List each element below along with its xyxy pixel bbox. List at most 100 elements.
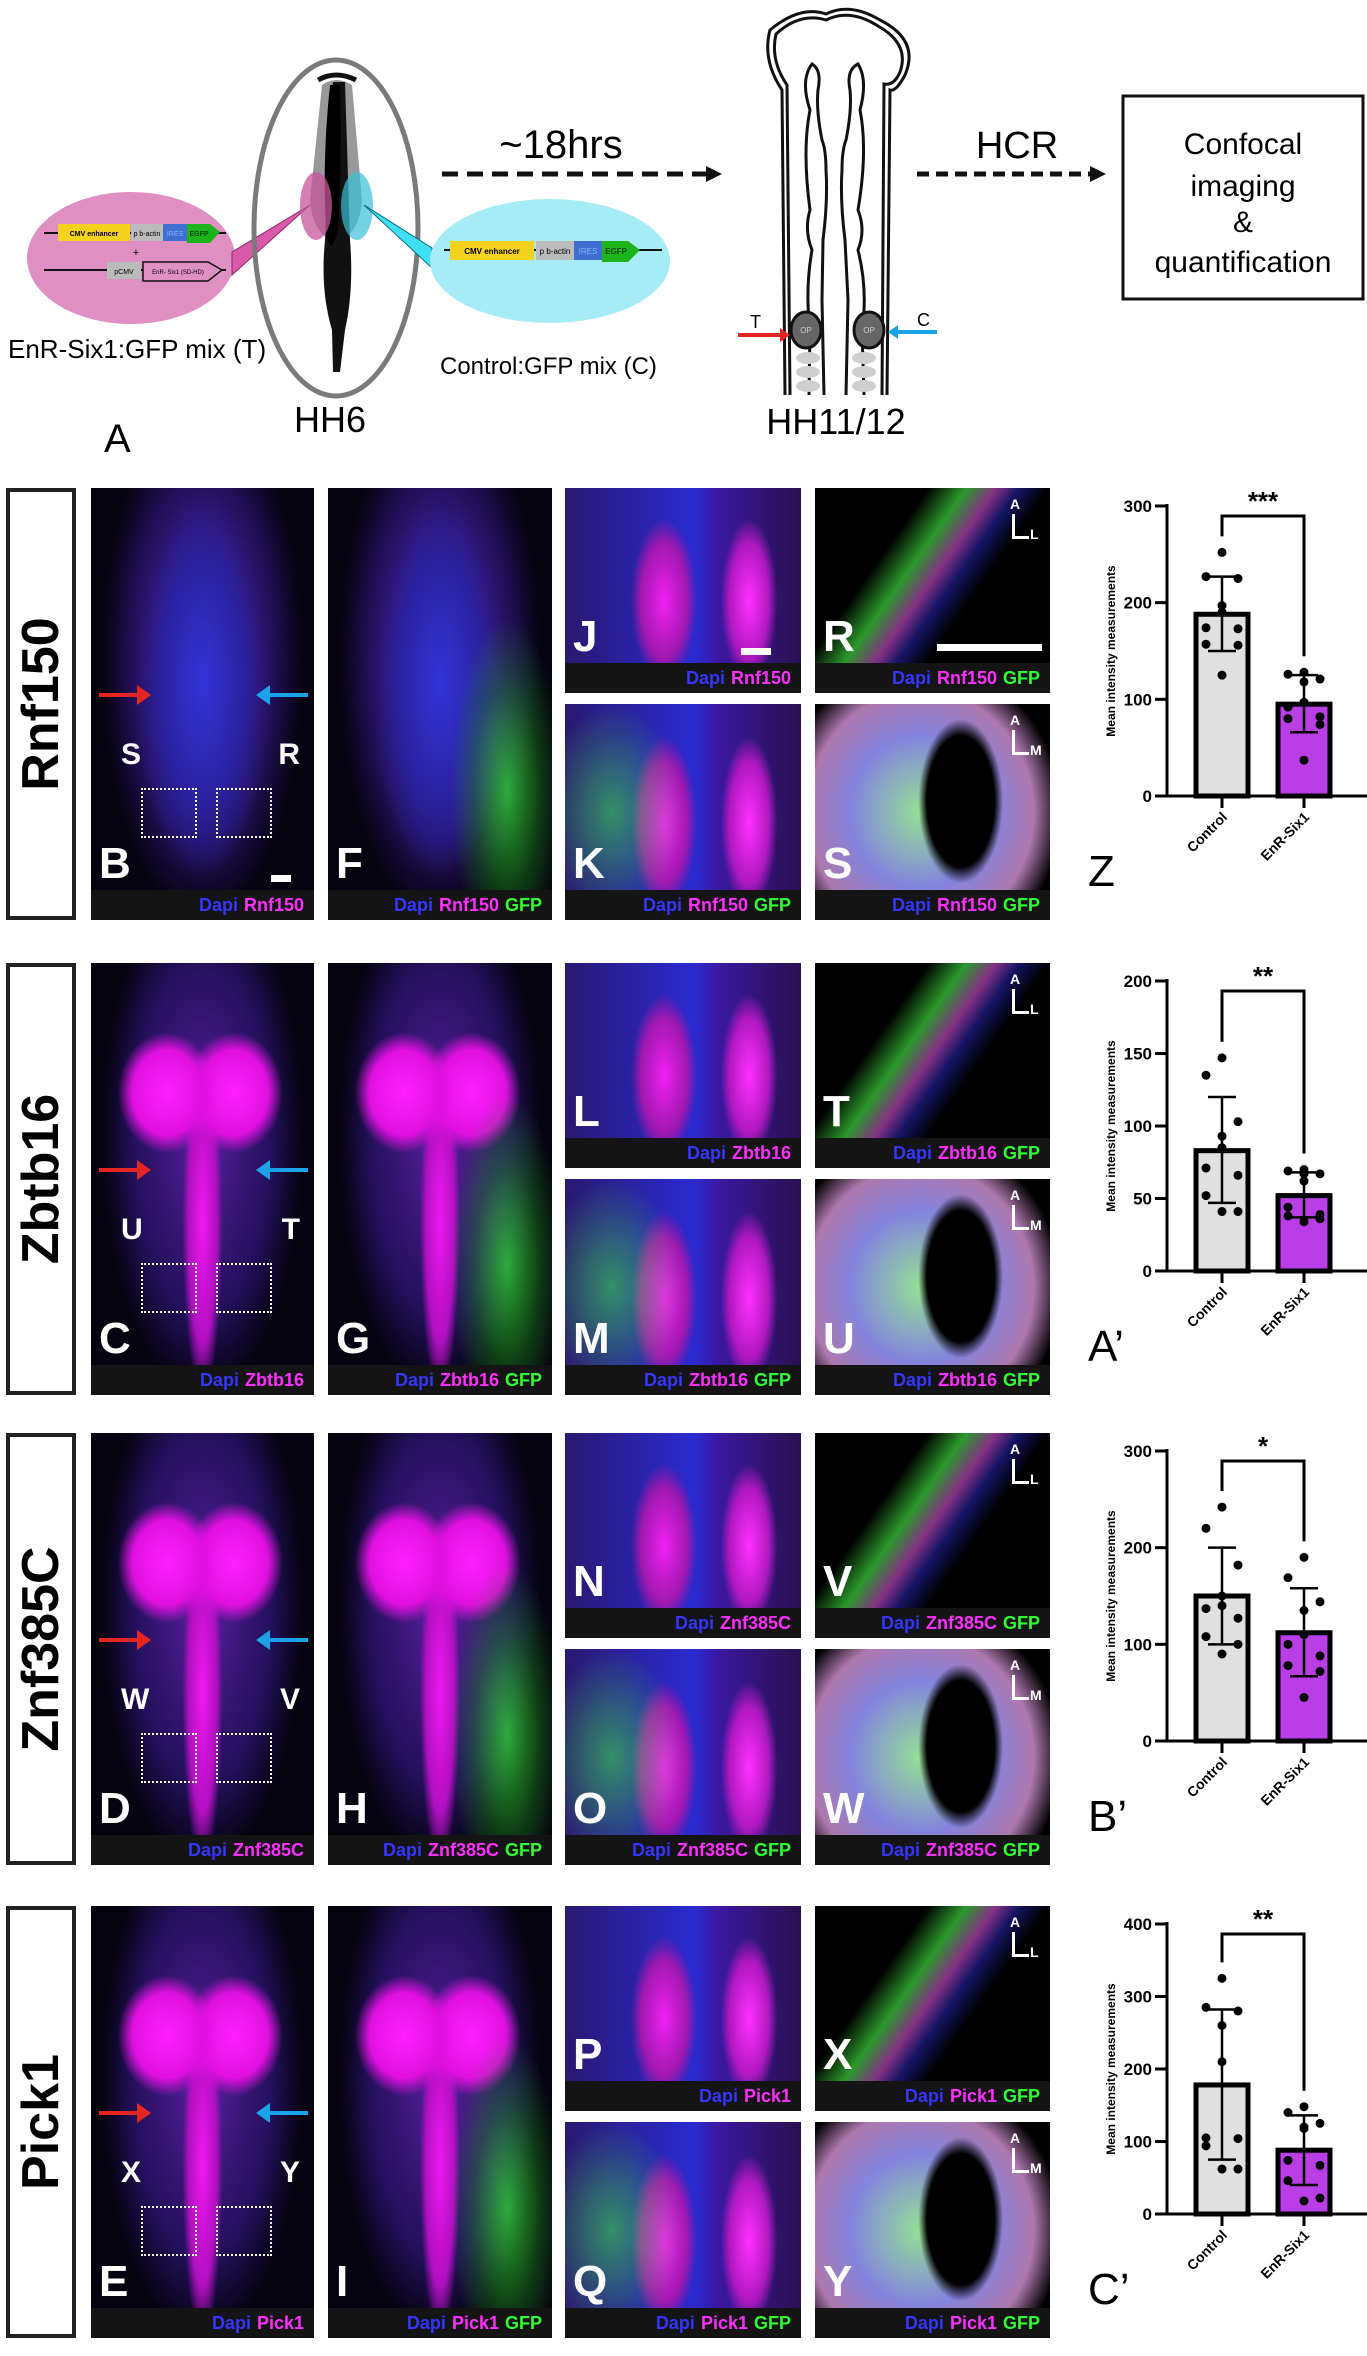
data-point <box>1201 572 1211 582</box>
significance-stars: ** <box>1253 961 1274 991</box>
inset-label-right: T <box>281 1213 300 1246</box>
data-point <box>1233 1117 1243 1127</box>
panel-letter: B’ <box>1088 1792 1127 1841</box>
zoom-panel-bottom: O Dapi Znf385C GFP <box>565 1649 801 1865</box>
panel-letter: W <box>823 1784 865 1833</box>
channel-gene-label: Pick1 <box>256 2313 304 2333</box>
section-panel-bottom: A M W Dapi Znf385C GFP <box>815 1649 1050 1865</box>
data-point <box>1233 2134 1243 2144</box>
channel-dapi-label: Dapi <box>904 2086 944 2106</box>
axis-anterior-label: A <box>1010 1441 1021 1457</box>
x-tick-label: EnR-Six1 <box>1257 2227 1312 2282</box>
axis-lateral-label: M <box>1030 2160 1042 2176</box>
y-tick-label: 200 <box>1124 2060 1152 2079</box>
channel-caption: Dapi Znf385C <box>91 1835 314 1865</box>
y-tick-label: 300 <box>1124 1442 1152 1461</box>
treatment-label: EnR-Six1:GFP mix (T) <box>8 334 266 364</box>
axis-l-shape <box>1012 1459 1029 1484</box>
data-point <box>1217 607 1227 617</box>
data-point <box>1233 2006 1243 2016</box>
outcome-line-2: imaging <box>1190 170 1295 203</box>
control-mix-ellipse <box>430 199 670 323</box>
axis-anterior-label: A <box>1010 496 1021 512</box>
axis-anterior-label: A <box>1010 1657 1021 1673</box>
scale-bar <box>271 875 291 882</box>
data-point <box>1299 755 1309 765</box>
channel-caption: Dapi Zbtb16 <box>91 1365 314 1395</box>
data-point <box>1283 2176 1293 2186</box>
panel-letter: U <box>823 1314 855 1363</box>
channel-gene-label: Rnf150 <box>687 895 748 915</box>
scale-bar <box>937 644 1042 651</box>
panel-letter: N <box>573 1557 605 1606</box>
axis-l-shape <box>1012 2148 1029 2173</box>
channel-gfp-label: GFP <box>1002 895 1040 915</box>
data-point <box>1299 1169 1309 1179</box>
x-tick-label: Control <box>1184 809 1231 856</box>
placode-label-right: OP <box>863 326 875 335</box>
x-tick-label: Control <box>1184 2227 1231 2274</box>
data-point <box>1201 1604 1211 1614</box>
method-label: HCR <box>976 125 1058 167</box>
construct-egfp: EGFP <box>189 231 208 238</box>
channel-dapi-label: Dapi <box>199 1370 239 1390</box>
channel-caption: Dapi Rnf150 GFP <box>565 890 801 920</box>
control-side-arrow <box>256 1160 308 1180</box>
channel-dapi-label: Dapi <box>892 1143 932 1163</box>
y-axis-label: Mean intensity measurements <box>1104 1510 1118 1682</box>
section-panel-bottom: A M U Dapi Zbtb16 GFP <box>815 1179 1050 1395</box>
control-construct-enhancer: CMV enhancer <box>464 247 520 256</box>
merged-embryo-panel: F Dapi Rnf150 GFP <box>328 488 552 920</box>
data-point <box>1233 624 1243 634</box>
channel-gene-label: Pick1 <box>451 2313 499 2333</box>
data-point <box>1201 1632 1211 1642</box>
panel-letter: Q <box>573 2257 608 2306</box>
axis-l-shape <box>1012 1932 1029 1957</box>
panel-letter: Y <box>823 2257 853 2306</box>
panel-letter: D <box>99 1784 131 1833</box>
channel-caption: Dapi Pick1 GFP <box>328 2308 552 2338</box>
panel-letter: J <box>573 612 598 661</box>
channel-caption: Dapi Znf385C GFP <box>328 1835 552 1865</box>
channel-gfp-label: GFP <box>753 895 791 915</box>
section-panel-bottom: A M S Dapi Rnf150 GFP <box>815 704 1050 920</box>
whole-embryo-panel: U T C Dapi Zbtb16 <box>91 963 314 1395</box>
time-label: ~18hrs <box>499 123 622 167</box>
control-pointer <box>363 204 433 270</box>
data-point <box>1283 714 1293 724</box>
y-tick-label: 0 <box>1143 2205 1152 2224</box>
data-point <box>1315 2193 1325 2203</box>
data-point <box>1283 1573 1293 1583</box>
data-point <box>1201 623 1211 633</box>
section-panel-top: A L T Dapi Zbtb16 GFP <box>815 963 1050 1168</box>
data-point <box>1201 2133 1211 2143</box>
significance-bracket <box>1220 514 1306 657</box>
data-point <box>1315 2160 1325 2170</box>
data-point <box>1201 2002 1211 2012</box>
zoom-panel-top: L Dapi Zbtb16 <box>565 963 801 1168</box>
y-tick-label: 0 <box>1143 1732 1152 1751</box>
channel-gfp-label: GFP <box>753 1370 791 1390</box>
y-tick-label: 200 <box>1124 972 1152 991</box>
inset-label-left: S <box>121 738 142 771</box>
channel-dapi-label: Dapi <box>187 1840 227 1860</box>
panel-letter: M <box>573 1314 610 1363</box>
section-panel-bottom: A M Y Dapi Pick1 GFP <box>815 2122 1050 2338</box>
section-panel-top: A L R Dapi Rnf150 GFP <box>815 488 1050 693</box>
data-point <box>1299 1630 1309 1640</box>
channel-gfp-label: GFP <box>753 2313 791 2333</box>
panel-letter: Z <box>1088 847 1115 896</box>
panel-letter: S <box>823 839 853 888</box>
data-point <box>1283 2108 1293 2117</box>
panel-letter: L <box>573 1087 600 1136</box>
channel-dapi-label: Dapi <box>211 2313 251 2333</box>
data-point <box>1283 1639 1293 1649</box>
channel-caption: Dapi Rnf150 <box>565 663 801 693</box>
panel-letter: X <box>823 2030 853 2079</box>
control-construct-ires: IRES <box>579 247 598 256</box>
